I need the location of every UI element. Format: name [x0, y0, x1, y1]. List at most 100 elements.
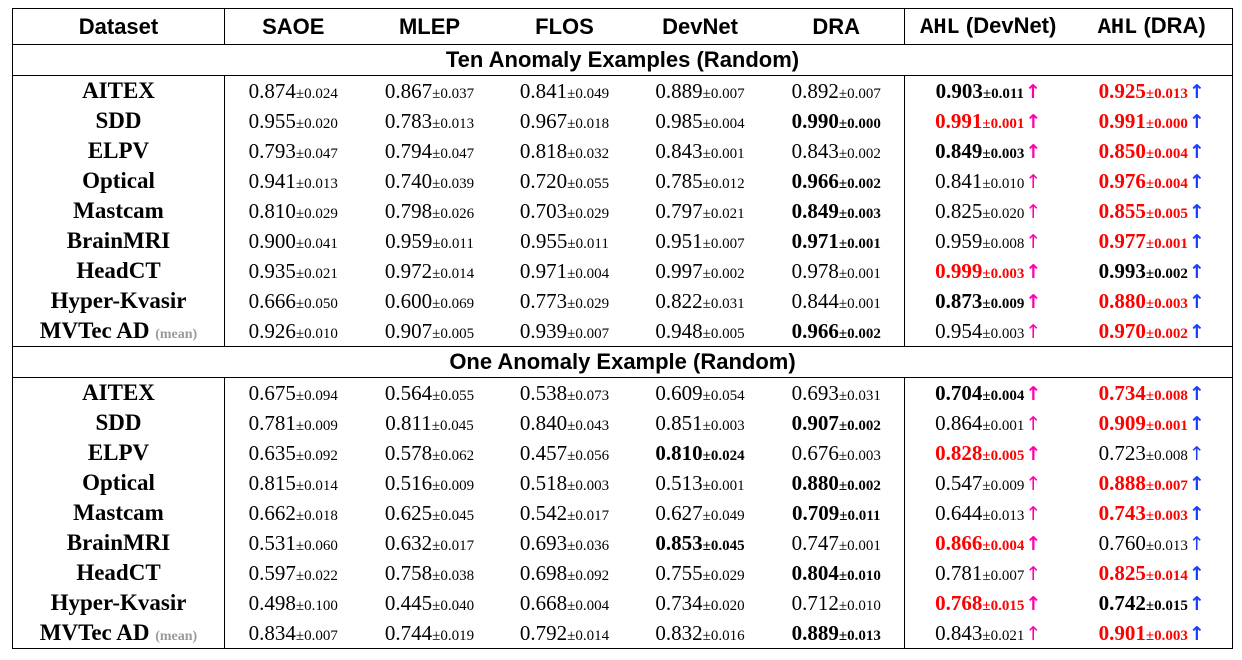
cell-std: ±0.009: [982, 296, 1024, 312]
cell-value: 0.785: [655, 168, 703, 193]
cell-value: 0.851: [655, 410, 703, 435]
plus-minus-sign: ±: [1145, 295, 1155, 312]
plus-minus-sign: ±: [1145, 477, 1155, 494]
cell-dra: 0.747±0.001: [769, 528, 905, 558]
plus-minus-sign: ±: [567, 507, 576, 524]
table-row: AITEX 0.874±0.024 0.867±0.037 0.841±0.049 0.…: [12, 75, 1233, 107]
cell-std: ±0.010: [296, 326, 338, 342]
cell-value: 0.954: [935, 318, 983, 343]
up-arrow-icon: ↑: [1188, 110, 1205, 133]
cell-std: ±0.049: [567, 86, 609, 102]
cell-value: 0.810: [248, 198, 296, 223]
dataset-name: Mastcam: [73, 500, 164, 525]
up-arrow-icon: ↑: [1188, 442, 1205, 465]
dataset-mean-tag: (mean): [155, 629, 198, 644]
cell-std: ±0.016: [703, 628, 745, 644]
cell-value: 0.747: [791, 530, 839, 555]
cell-saoe: 0.498±0.100: [225, 588, 362, 618]
cell-std: ±0.014: [432, 266, 474, 282]
cell-value: 0.832: [655, 620, 703, 645]
up-arrow-icon: ↑: [1025, 170, 1042, 193]
cell-value: 0.720: [519, 168, 568, 193]
cell-dra: 0.892±0.007: [769, 76, 905, 107]
table-row: ELPV 0.793±0.047 0.794±0.047 0.818±0.032 0.8…: [12, 136, 1233, 166]
cell-value: 0.709: [792, 500, 840, 525]
cell-std-value: 0.015: [1154, 597, 1188, 614]
dataset-name-cell: BrainMRI: [12, 528, 225, 558]
cell-value: 0.828: [935, 440, 983, 465]
cell-dra: 0.676±0.003: [769, 438, 905, 468]
table-row: SDD 0.955±0.020 0.783±0.013 0.967±0.018 0.98…: [12, 106, 1233, 136]
cell-std-value: 0.007: [710, 85, 745, 102]
plus-minus-sign: ±: [295, 417, 305, 434]
cell-saoe: 0.941±0.013: [225, 166, 362, 196]
cell-std-value: 0.013: [440, 115, 475, 132]
dataset-name: SDD: [95, 410, 142, 435]
plus-minus-sign: ±: [295, 235, 305, 252]
up-arrow-icon: ↑: [1188, 200, 1205, 223]
cell-value: 0.742: [1098, 590, 1146, 615]
cell-std: ±0.007: [839, 86, 881, 102]
plus-minus-sign: ±: [982, 145, 991, 162]
plus-minus-sign: ±: [702, 537, 711, 554]
cell-value: 0.693: [519, 530, 568, 555]
dataset-name-cell: Hyper-Kvasir: [12, 286, 225, 316]
cell-std: ±0.013: [296, 176, 338, 192]
cell-value: 0.971: [791, 228, 839, 253]
cell-saoe: 0.666±0.050: [225, 286, 362, 316]
cell-value: 0.810: [655, 440, 703, 465]
cell-value: 0.841: [519, 78, 568, 103]
cell-flos: 0.955±0.011: [498, 226, 632, 256]
cell-devnet: 0.997±0.002: [632, 256, 769, 286]
cell-value: 0.873: [935, 288, 983, 313]
cell-std-value: 0.003: [847, 205, 881, 222]
cell-std-value: 0.007: [304, 627, 338, 644]
plus-minus-sign: ±: [702, 597, 711, 614]
plus-minus-sign: ±: [982, 447, 991, 464]
plus-minus-sign: ±: [838, 145, 848, 162]
cell-flos: 0.818±0.032: [498, 136, 632, 166]
cell-std: ±0.013: [982, 508, 1024, 524]
plus-minus-sign: ±: [982, 85, 992, 102]
cell-std: ±0.002: [703, 266, 745, 282]
cell-std: ±0.021: [703, 206, 745, 222]
plus-minus-sign: ±: [567, 597, 576, 614]
section-header-row: Ten Anomaly Examples (Random): [12, 44, 1233, 76]
cell-std-value: 0.062: [440, 447, 475, 464]
cell-std-value: 0.017: [575, 507, 610, 524]
cell-std-value: 0.002: [847, 175, 881, 192]
cell-value: 0.698: [519, 560, 568, 585]
plus-minus-sign: ±: [295, 205, 305, 222]
cell-std-value: 0.055: [575, 175, 610, 192]
plus-minus-sign: ±: [702, 85, 711, 102]
cell-value: 0.547: [935, 470, 983, 495]
cell-std: ±0.050: [296, 296, 338, 312]
cell-std-value: 0.003: [990, 325, 1025, 342]
cell-ahl-devnet: 0.841±0.010↑: [904, 166, 1072, 196]
cell-std: ±0.029: [703, 568, 745, 584]
plus-minus-sign: ±: [838, 175, 848, 192]
cell-std: ±0.007: [703, 236, 745, 252]
cell-std-value: 0.010: [304, 325, 338, 342]
plus-minus-sign: ±: [702, 145, 711, 162]
cell-mlep: 0.744±0.019: [361, 618, 498, 649]
cell-value: 0.855: [1098, 198, 1146, 223]
cell-saoe: 0.793±0.047: [225, 136, 362, 166]
cell-ahl-dra: 0.888±0.007↑: [1071, 468, 1233, 498]
cell-std: ±0.003: [1146, 508, 1188, 524]
cell-value: 0.703: [519, 198, 568, 223]
cell-value: 0.976: [1098, 168, 1146, 193]
plus-minus-sign: ±: [432, 597, 441, 614]
cell-value: 0.880: [1098, 288, 1146, 313]
cell-std-value: 0.008: [990, 235, 1025, 252]
plus-minus-sign: ±: [982, 265, 991, 282]
cell-std-value: 0.002: [1154, 265, 1188, 282]
plus-minus-sign: ±: [432, 175, 441, 192]
cell-std: ±0.004: [703, 116, 745, 132]
cell-dra: 0.693±0.031: [769, 378, 905, 409]
cell-std-value: 0.011: [440, 235, 474, 252]
cell-value: 0.676: [791, 440, 839, 465]
cell-value: 0.892: [791, 78, 839, 103]
cell-ahl-dra: 0.993±0.002↑: [1071, 256, 1233, 286]
plus-minus-sign: ±: [982, 567, 991, 584]
